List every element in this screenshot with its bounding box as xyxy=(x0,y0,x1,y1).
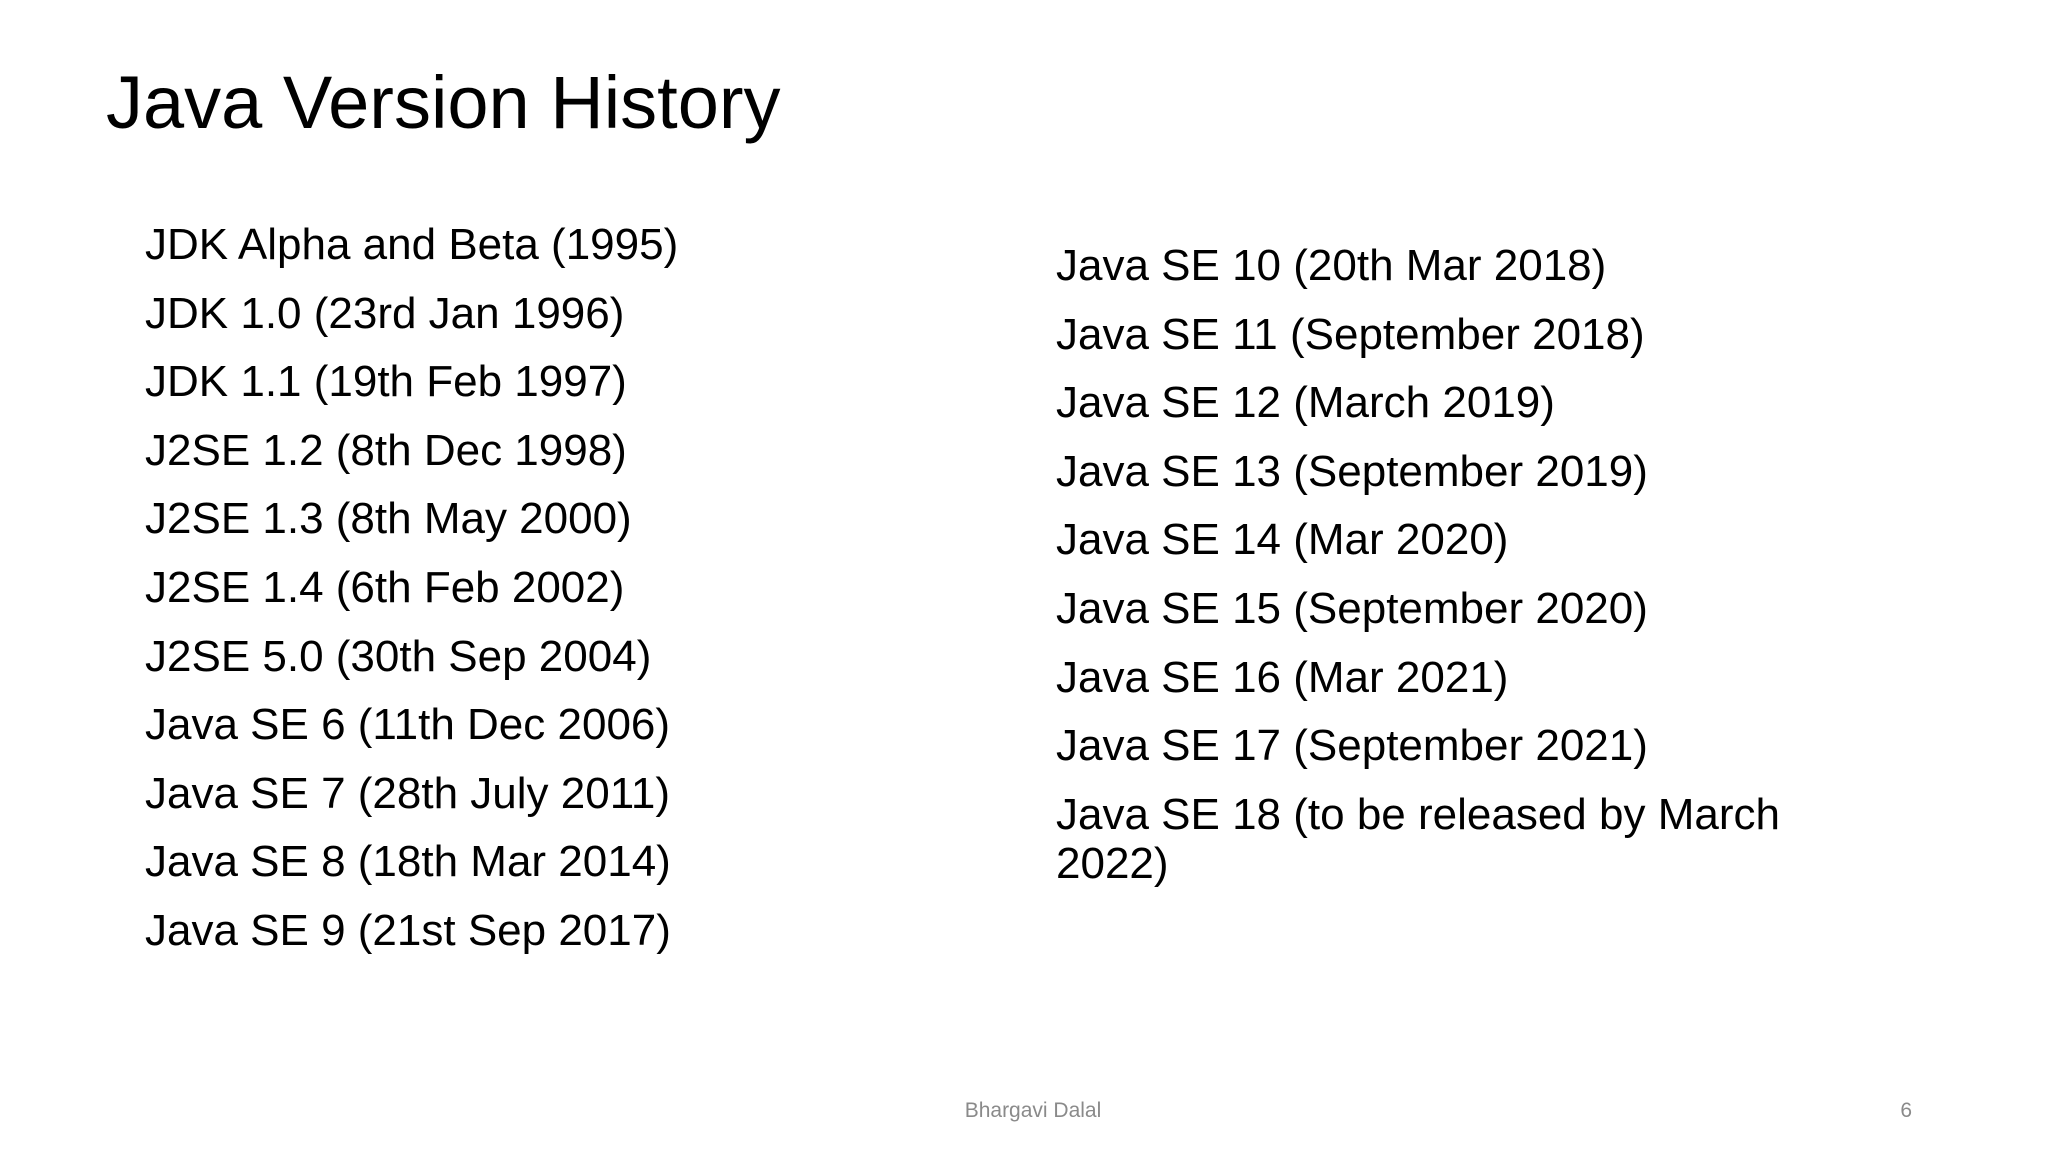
version-item: Java SE 8 (18th Mar 2014) xyxy=(145,837,671,887)
version-item: Java SE 14 (Mar 2020) xyxy=(1056,515,1509,565)
version-item: Java SE 11 (September 2018) xyxy=(1056,309,1645,359)
version-item: J2SE 1.3 (8th May 2000) xyxy=(145,494,632,544)
page-number: 6 xyxy=(1900,1099,1912,1122)
slide-title: Java Version History xyxy=(106,61,781,144)
version-item: Java SE 7 (28th July 2011) xyxy=(145,768,671,818)
version-item: JDK 1.0 (23rd Jan 1996) xyxy=(145,288,625,338)
footer-author: Bhargavi Dalal xyxy=(964,1099,1102,1122)
version-item: Java SE 9 (21st Sep 2017) xyxy=(145,905,671,955)
version-item: Java SE 17 (September 2021) xyxy=(1056,721,1648,771)
left-version-list: JDK Alpha and Beta (1995) JDK 1.0 (23rd J… xyxy=(145,220,965,975)
version-item: Java SE 15 (September 2020) xyxy=(1056,583,1648,633)
version-item: Java SE 6 (11th Dec 2006) xyxy=(145,700,671,750)
version-item: J2SE 1.2 (8th Dec 1998) xyxy=(145,425,627,475)
version-item: J2SE 5.0 (30th Sep 2004) xyxy=(145,631,652,681)
version-item: Java SE 10 (20th Mar 2018) xyxy=(1056,241,1607,290)
version-item: JDK 1.1 (19th Feb 1997) xyxy=(145,357,627,407)
right-version-list: Java SE 10 (20th Mar 2018) Java SE 11 (Se… xyxy=(1056,241,1896,907)
version-item: Java SE 12 (March 2019) xyxy=(1056,378,1555,428)
version-item: Java SE 16 (Mar 2021) xyxy=(1056,652,1509,702)
version-item: JDK Alpha and Beta (1995) xyxy=(145,220,679,269)
version-item: Java SE 13 (September 2019) xyxy=(1056,446,1648,496)
version-item: Java SE 18 (to be released by March 2022… xyxy=(1056,789,1780,888)
version-item: J2SE 1.4 (6th Feb 2002) xyxy=(145,562,625,612)
